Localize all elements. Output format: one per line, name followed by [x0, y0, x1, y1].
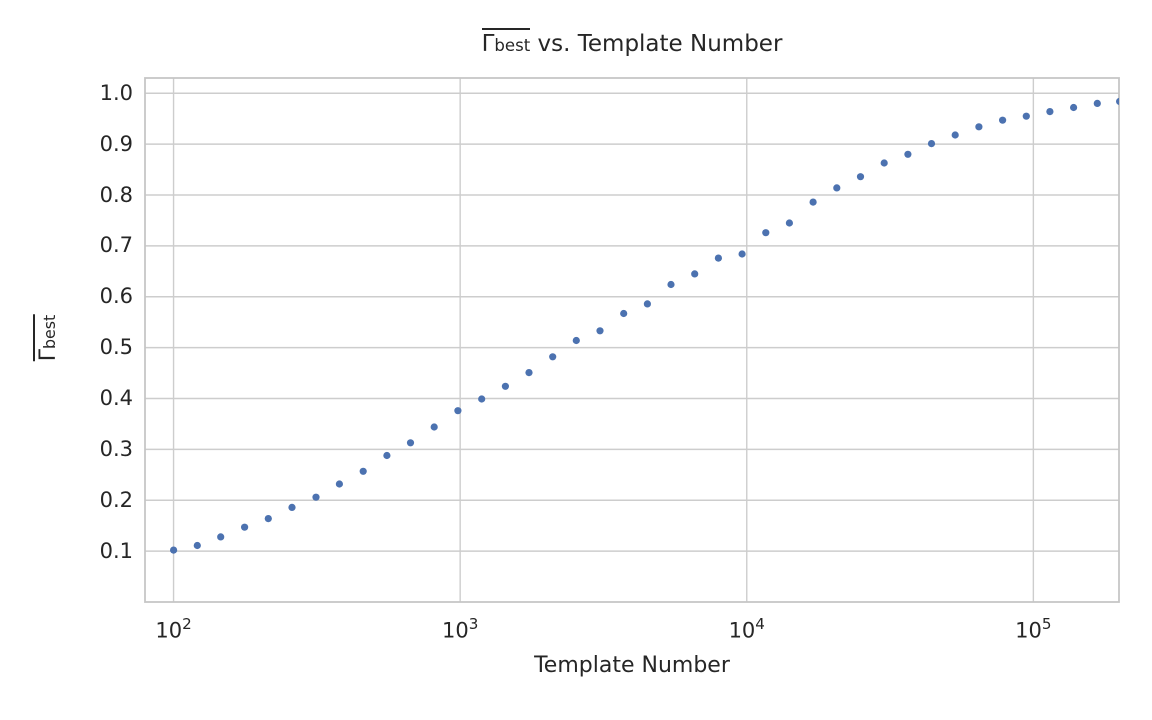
data-point [359, 467, 367, 475]
x-tick-label: 102 [155, 615, 192, 643]
data-point [975, 123, 983, 131]
data-point [217, 533, 225, 541]
data-point [785, 219, 794, 227]
data-point [1070, 103, 1078, 112]
y-tick-label: 0.6 [99, 284, 133, 309]
data-point [738, 250, 746, 258]
data-point [549, 353, 557, 361]
data-point [1022, 112, 1030, 120]
data-point [667, 280, 675, 289]
data-point [1116, 97, 1119, 105]
data-point [430, 423, 438, 431]
data-point [643, 300, 652, 308]
ylabel-gamma: Γ [36, 348, 61, 362]
x-tick-label: 105 [1015, 615, 1052, 643]
data-point [170, 546, 178, 554]
y-axis-label: Γbest [33, 314, 61, 362]
data-point [572, 336, 580, 345]
data-point [193, 541, 201, 550]
data-point [478, 395, 486, 403]
title-gamma: Γ [481, 31, 495, 57]
y-tick-label: 0.7 [99, 233, 133, 258]
data-point [525, 369, 533, 377]
data-point [241, 523, 249, 531]
data-point [383, 451, 391, 460]
data-point [691, 270, 699, 278]
x-tick-label: 103 [441, 615, 479, 643]
y-tick-label: 1.0 [99, 80, 133, 105]
data-point [951, 131, 959, 139]
data-point [714, 254, 723, 262]
data-point [454, 407, 462, 415]
data-point [312, 493, 320, 501]
y-tick-label: 0.3 [99, 436, 133, 461]
data-point [833, 184, 841, 192]
plot-border [144, 77, 1120, 603]
data-point [335, 480, 343, 488]
data-point [288, 503, 296, 511]
y-tick-label: 0.4 [99, 386, 133, 410]
x-tick-label: 104 [728, 615, 765, 643]
data-point [927, 140, 936, 148]
x-axis-label: Template Number [534, 653, 730, 678]
title-gamma-overbar: Γbest [481, 28, 531, 57]
y-tick-label: 0.1 [99, 538, 133, 563]
ylabel-gamma-sub: best [40, 314, 59, 349]
data-point [596, 327, 604, 335]
chart-title: Γbest vs. Template Number [145, 28, 1119, 57]
y-tick-label: 0.9 [99, 131, 133, 156]
data-point [501, 382, 509, 390]
ylabel-gamma-overbar: Γbest [33, 314, 61, 362]
data-point [904, 150, 912, 158]
y-tick-label: 0.5 [99, 335, 133, 360]
title-gamma-sub: best [494, 36, 531, 55]
data-point [1093, 99, 1101, 107]
data-point [264, 515, 272, 523]
scatter-series [170, 97, 1119, 554]
data-point [406, 439, 415, 447]
y-tick-label: 0.8 [99, 182, 133, 207]
data-point [1046, 108, 1054, 116]
y-tick-label: 0.2 [99, 487, 133, 512]
data-point [620, 309, 628, 318]
data-point [809, 198, 817, 206]
data-point [856, 173, 865, 181]
data-point [999, 116, 1007, 124]
data-point [762, 229, 770, 237]
title-suffix: vs. Template Number [530, 31, 783, 57]
data-point [880, 159, 888, 167]
